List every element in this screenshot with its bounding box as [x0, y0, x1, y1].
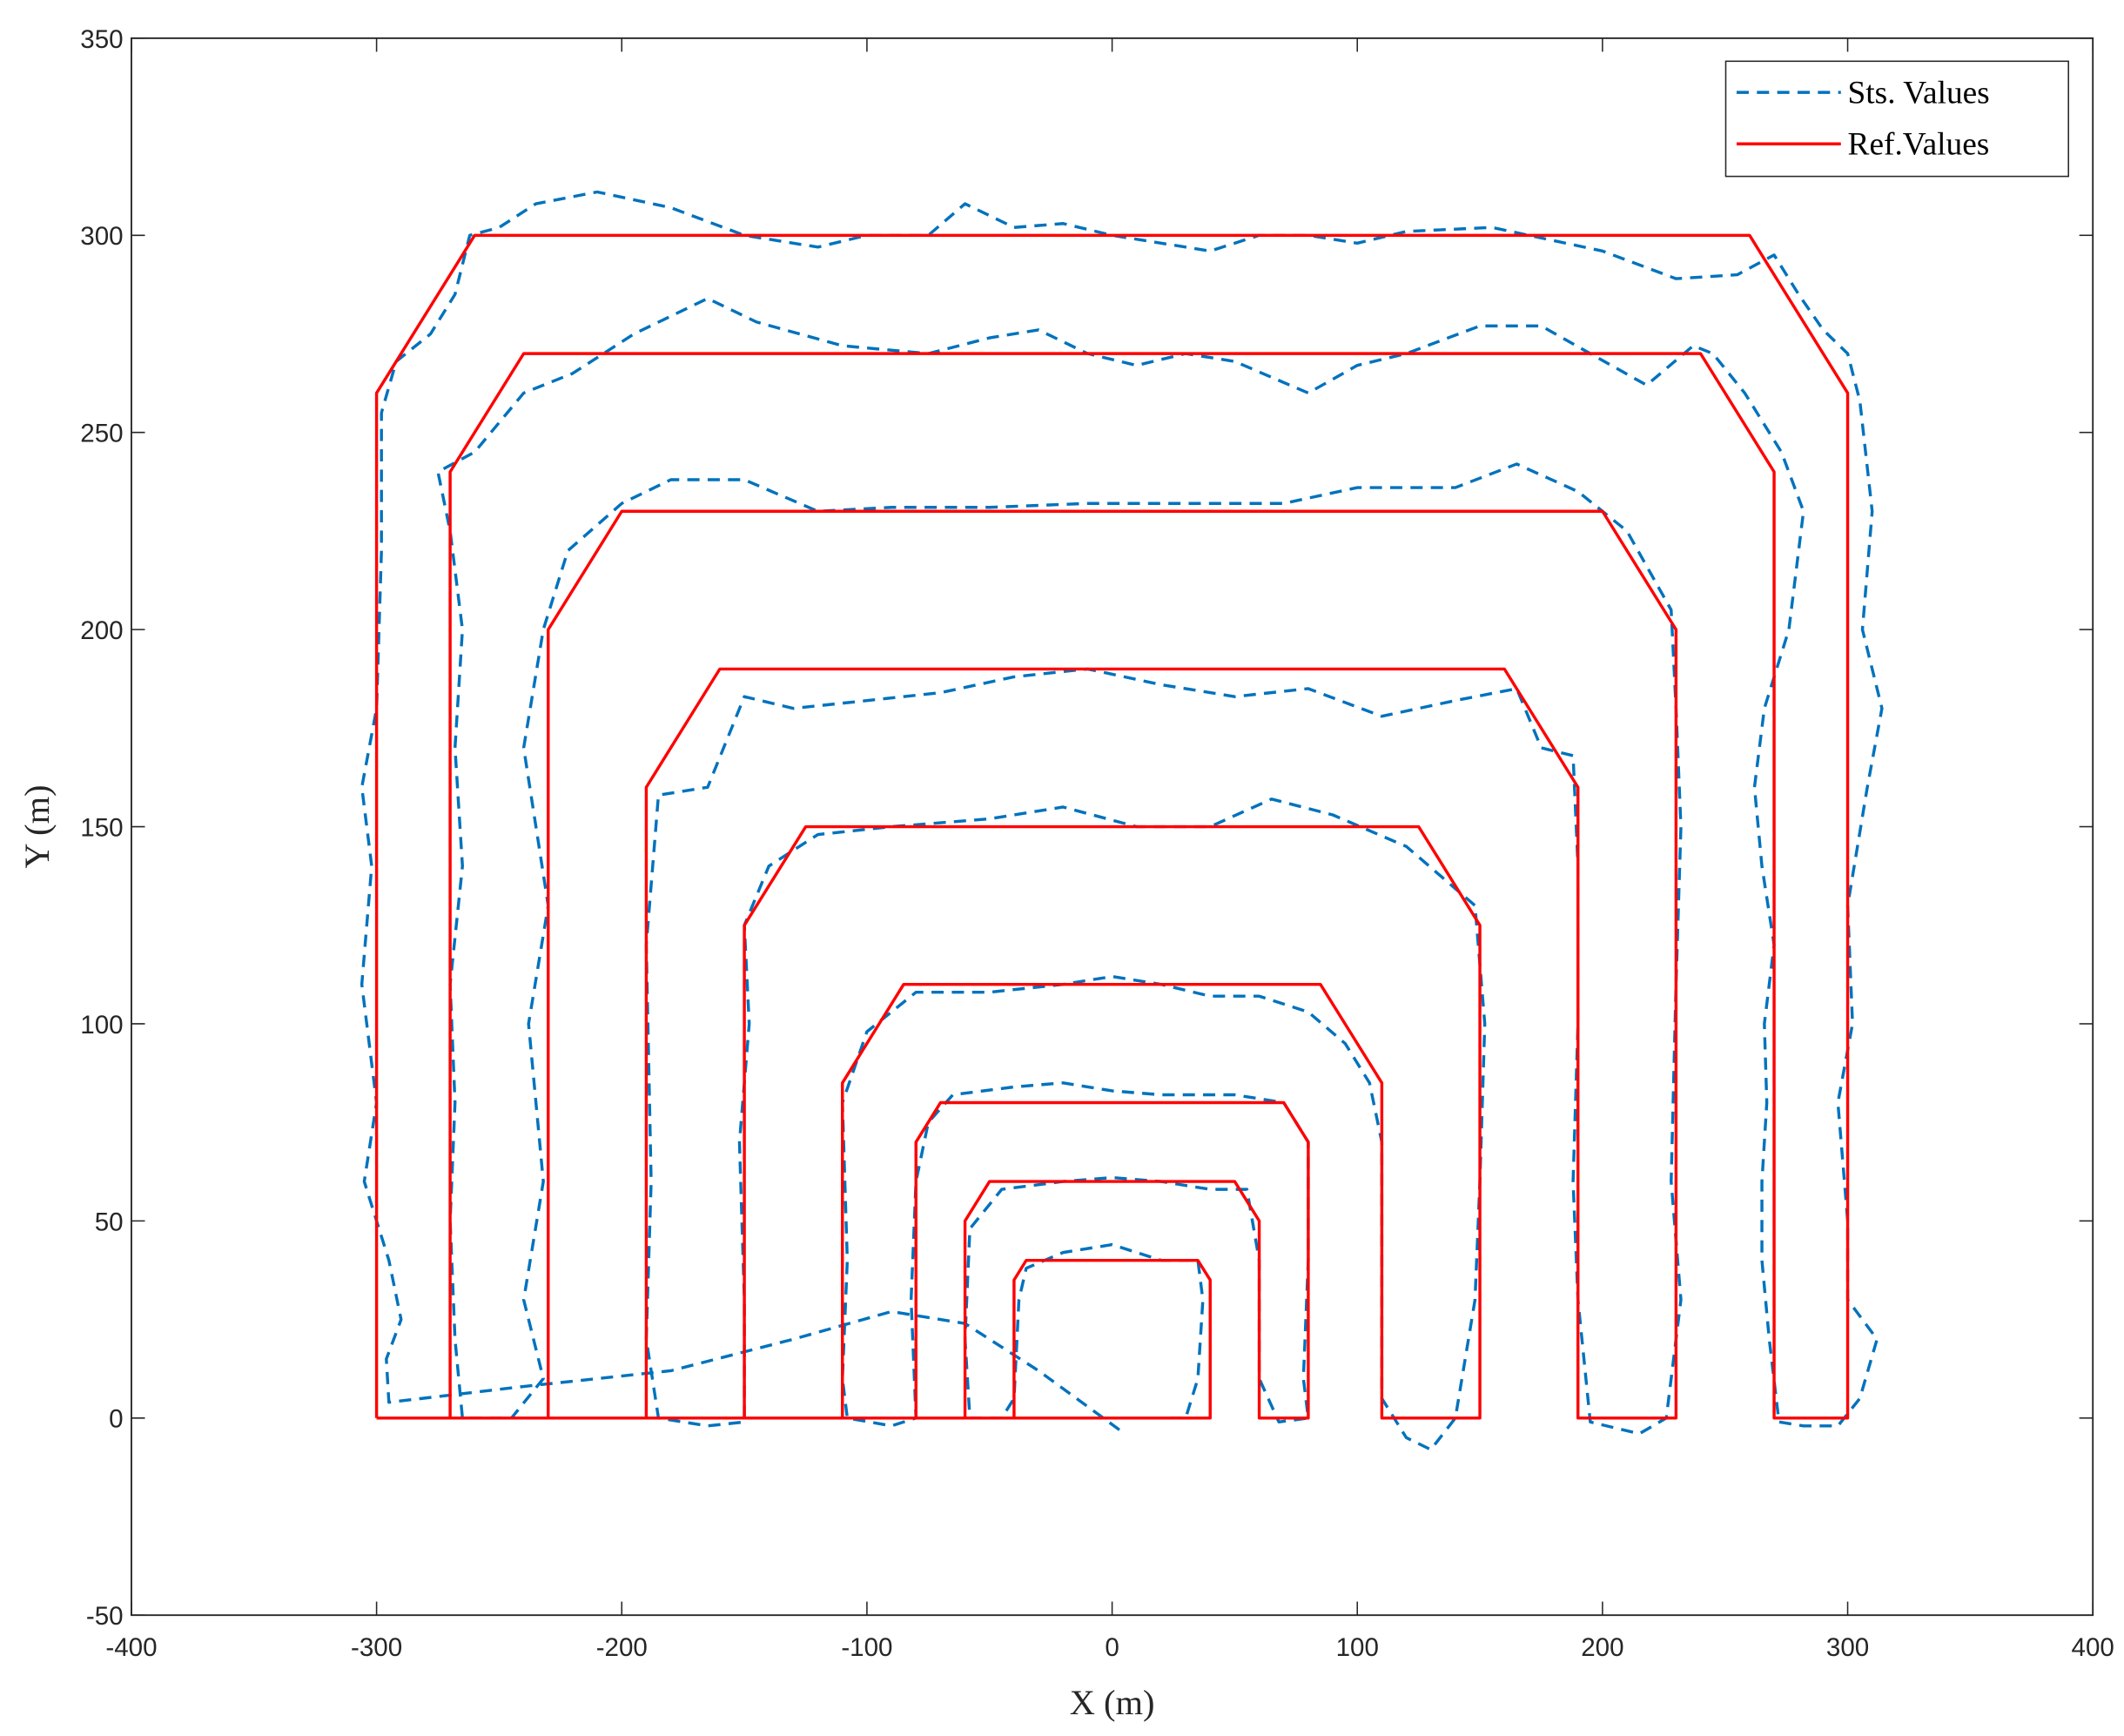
plot-frame — [131, 37, 2094, 1617]
legend-box — [1724, 60, 2069, 178]
y-tick-label: 100 — [80, 1011, 123, 1040]
x-tick-label: 300 — [1826, 1633, 1869, 1662]
x-tick-label: -100 — [841, 1633, 892, 1662]
x-tick-label: -400 — [105, 1633, 157, 1662]
y-tick-label: 300 — [80, 222, 123, 251]
y-tick-label: -50 — [86, 1602, 124, 1631]
y-tick-label: 0 — [109, 1405, 123, 1434]
legend-label: Ref.Values — [1848, 127, 1990, 163]
x-tick-label: -300 — [351, 1633, 402, 1662]
series-line — [360, 190, 1884, 1451]
x-tick-label: 400 — [2072, 1633, 2114, 1662]
y-tick-label: 200 — [80, 616, 123, 645]
series-line — [374, 233, 1850, 1420]
legend-label: Sts. Values — [1848, 76, 1990, 111]
x-axis-label: X (m) — [1070, 1683, 1155, 1722]
x-tick-label: -200 — [596, 1633, 648, 1662]
y-tick-label: 50 — [95, 1208, 124, 1236]
y-tick-label: 250 — [80, 420, 123, 448]
x-tick-label: 100 — [1336, 1633, 1379, 1662]
y-axis-label: Y (m) — [17, 784, 57, 868]
x-tick-label: 200 — [1581, 1633, 1623, 1662]
y-tick-label: 350 — [80, 25, 123, 54]
y-tick-label: 150 — [80, 813, 123, 842]
x-tick-label: 0 — [1105, 1633, 1119, 1662]
